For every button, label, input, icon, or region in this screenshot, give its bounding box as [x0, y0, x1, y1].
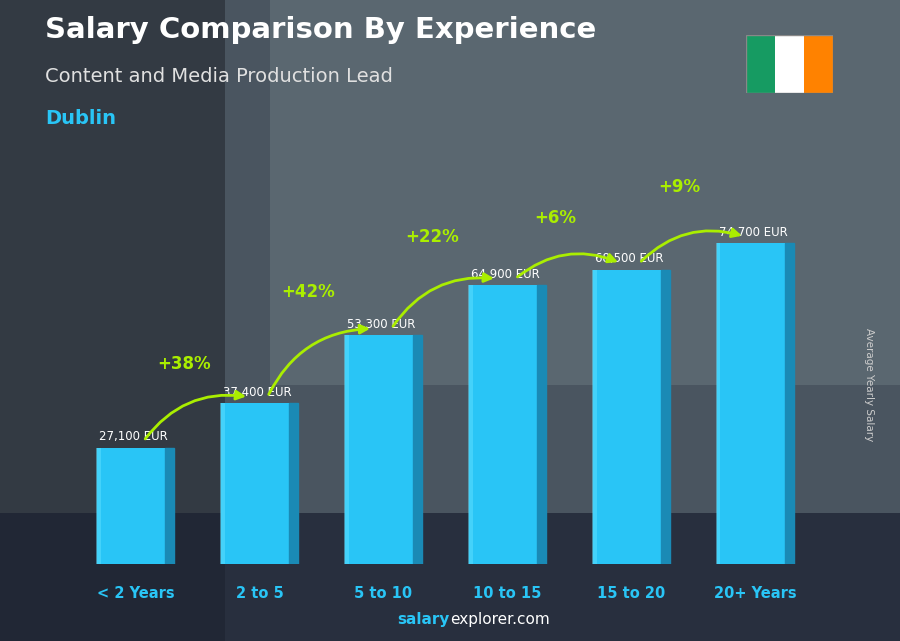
Text: 64,900 EUR: 64,900 EUR [471, 268, 540, 281]
Polygon shape [785, 243, 794, 564]
Text: 5 to 10: 5 to 10 [355, 586, 412, 601]
Polygon shape [661, 270, 670, 564]
Bar [270, 0, 900, 385]
Text: 27,100 EUR: 27,100 EUR [99, 430, 168, 444]
Bar [591, 270, 597, 564]
Text: Dublin: Dublin [45, 109, 116, 128]
Text: Content and Media Production Lead: Content and Media Production Lead [45, 67, 393, 87]
Bar [95, 447, 101, 564]
FancyBboxPatch shape [345, 335, 413, 564]
Text: 10 to 15: 10 to 15 [473, 586, 542, 601]
Bar [220, 403, 225, 564]
Bar [344, 335, 348, 564]
Text: 68,500 EUR: 68,500 EUR [595, 253, 663, 265]
Text: 53,300 EUR: 53,300 EUR [347, 318, 416, 331]
Text: 15 to 20: 15 to 20 [597, 586, 665, 601]
Text: 2 to 5: 2 to 5 [236, 586, 284, 601]
Text: 74,700 EUR: 74,700 EUR [719, 226, 788, 238]
Text: 20+ Years: 20+ Years [714, 586, 796, 601]
Bar [746, 35, 775, 93]
Text: < 2 Years: < 2 Years [96, 586, 175, 601]
Text: Average Yearly Salary: Average Yearly Salary [863, 328, 874, 441]
Text: Salary Comparison By Experience: Salary Comparison By Experience [45, 16, 596, 44]
Text: salary: salary [398, 612, 450, 627]
Bar [0, 513, 900, 641]
Text: +22%: +22% [405, 228, 459, 246]
FancyBboxPatch shape [221, 403, 289, 564]
Text: +42%: +42% [281, 283, 335, 301]
Bar [468, 285, 472, 564]
Polygon shape [413, 335, 422, 564]
Polygon shape [537, 285, 545, 564]
FancyBboxPatch shape [97, 447, 166, 564]
Text: explorer.com: explorer.com [450, 612, 550, 627]
FancyBboxPatch shape [716, 243, 785, 564]
Text: +6%: +6% [535, 209, 577, 227]
Text: +9%: +9% [659, 178, 700, 196]
Bar [0, 0, 225, 641]
Text: 37,400 EUR: 37,400 EUR [223, 386, 292, 399]
Polygon shape [289, 403, 298, 564]
Text: +38%: +38% [157, 355, 211, 373]
Bar [805, 35, 833, 93]
Bar [716, 243, 721, 564]
Bar [775, 35, 805, 93]
FancyBboxPatch shape [469, 285, 537, 564]
Polygon shape [166, 447, 174, 564]
FancyBboxPatch shape [593, 270, 661, 564]
